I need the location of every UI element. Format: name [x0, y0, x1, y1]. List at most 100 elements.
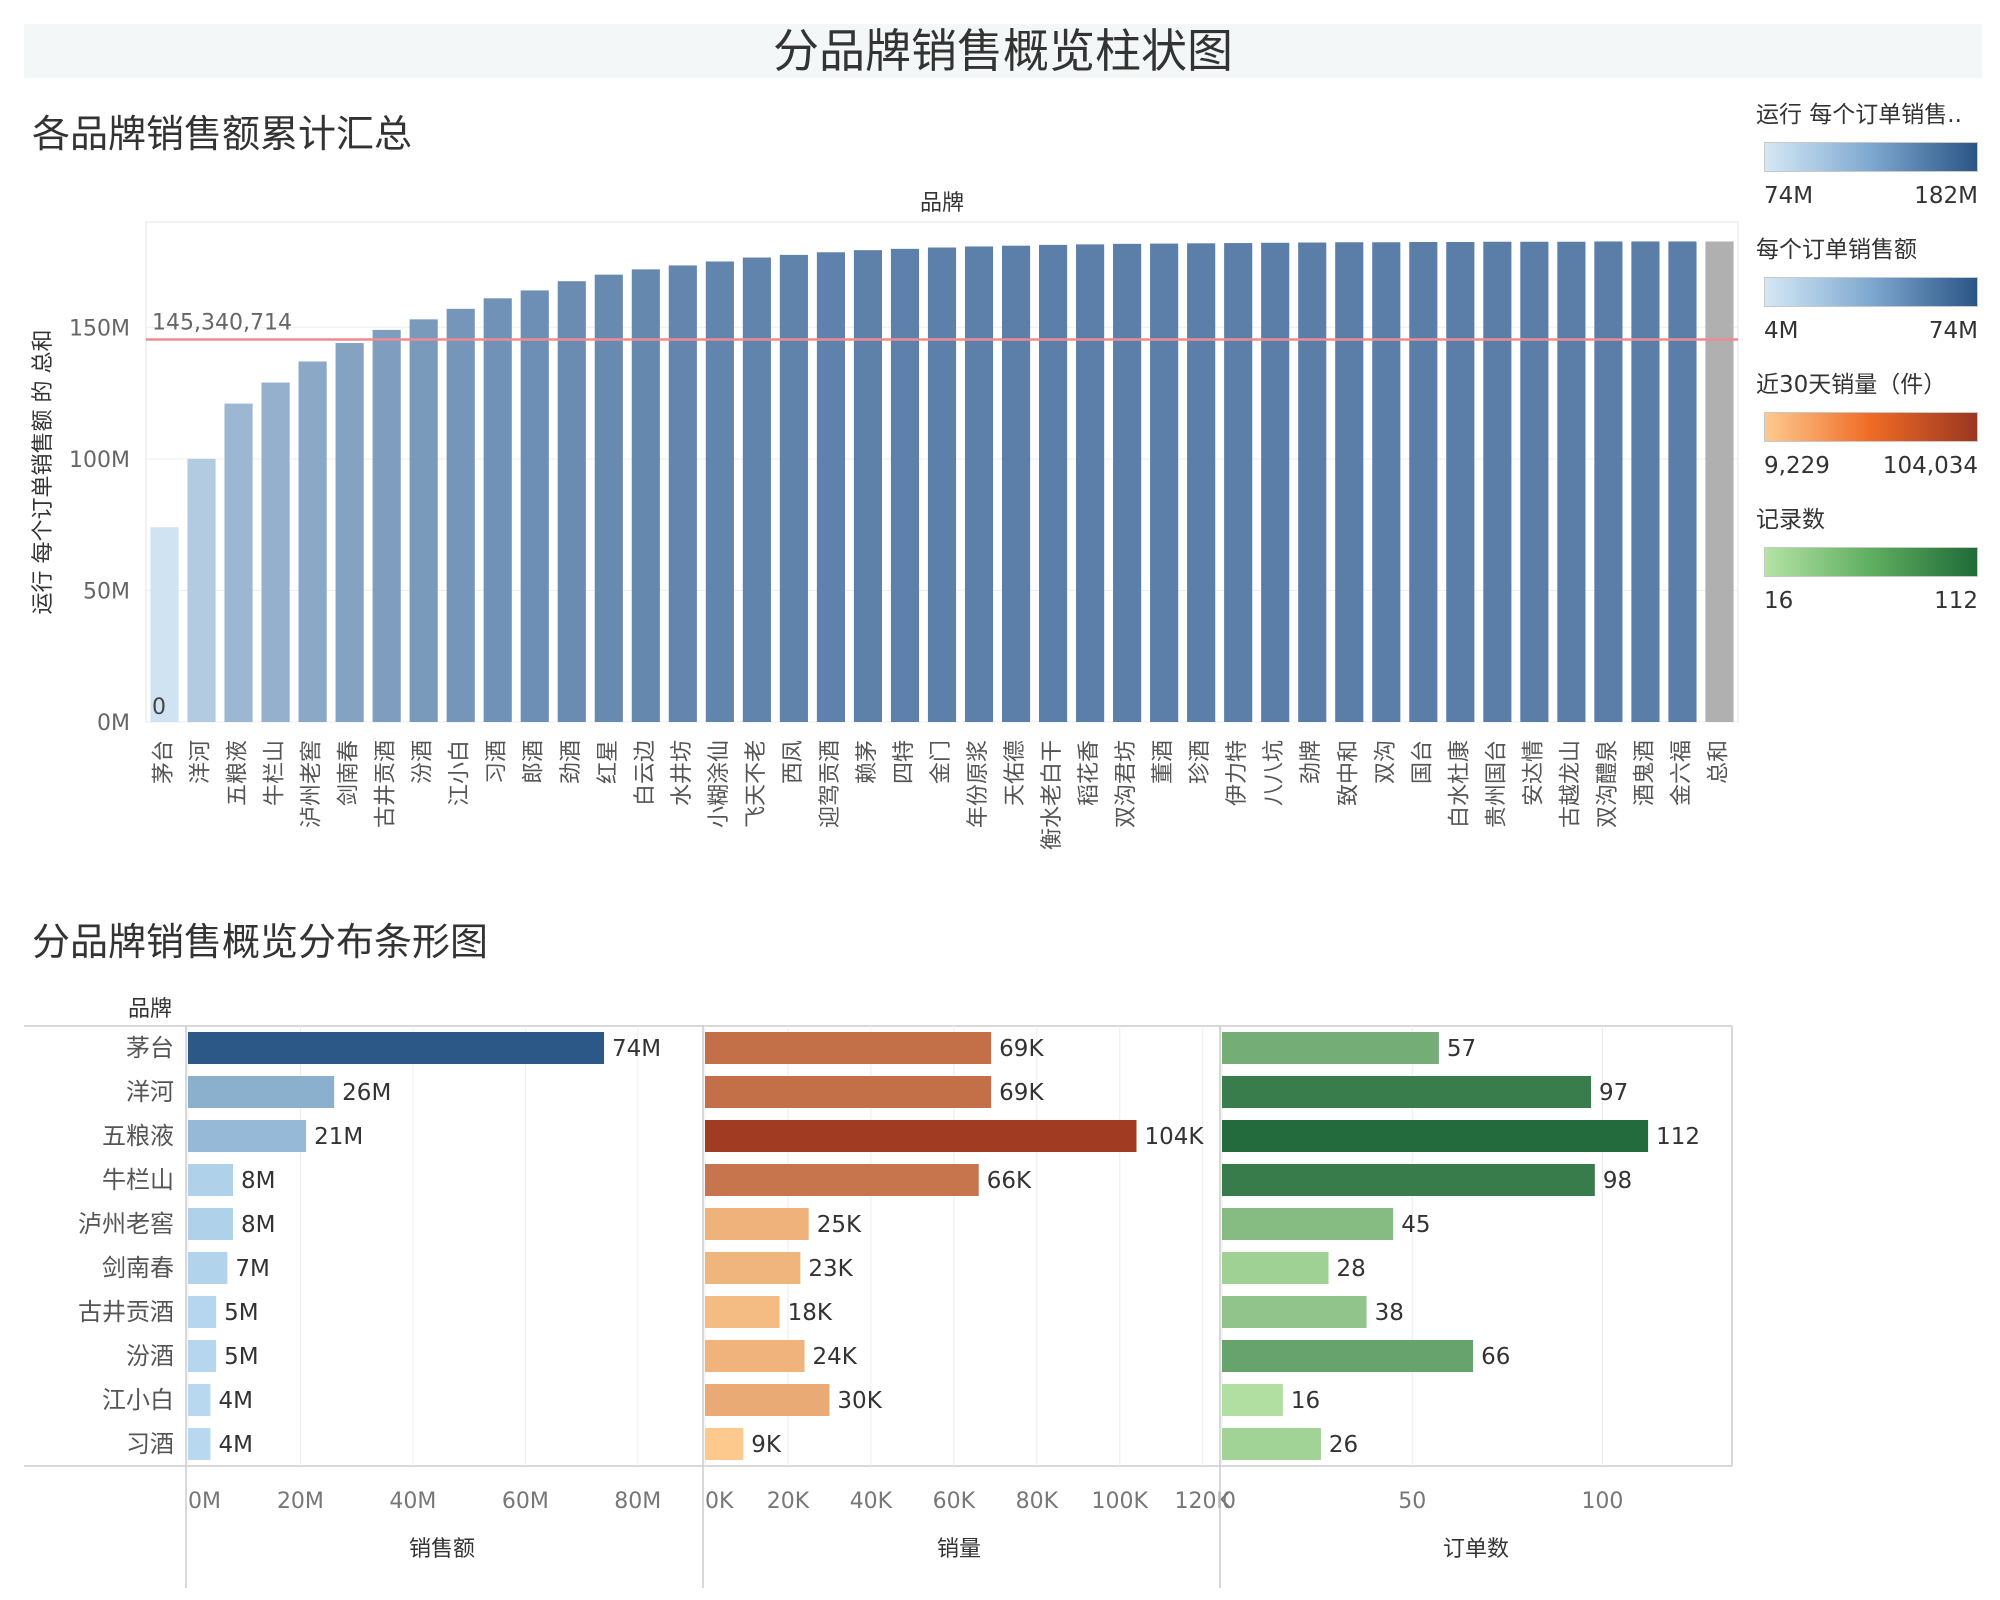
- running-total-bar[interactable]: [1113, 243, 1142, 722]
- data-bar[interactable]: [705, 1208, 809, 1240]
- running-total-bar[interactable]: [927, 247, 957, 723]
- running-total-bar[interactable]: [1705, 241, 1734, 722]
- x-axis-header: 品牌: [920, 191, 964, 216]
- legend-color-ramp: [1764, 277, 1978, 307]
- running-total-bar[interactable]: [1150, 243, 1179, 722]
- data-bar[interactable]: [705, 1340, 805, 1372]
- running-total-bar[interactable]: [298, 361, 327, 722]
- running-total-bar[interactable]: [1076, 244, 1105, 723]
- legend-block-2: 每个订单销售额 4M 74M: [1748, 235, 1988, 355]
- data-bar[interactable]: [705, 1252, 801, 1284]
- data-label: 21M: [314, 1124, 363, 1150]
- data-bar[interactable]: [705, 1032, 992, 1064]
- running-total-bar[interactable]: [779, 254, 808, 723]
- running-total-bar[interactable]: [1520, 241, 1549, 722]
- color-legends: 运行 每个订单销售.. 74M 182M 每个订单销售额 4M 74M 近30天销量（件） 9…: [1748, 100, 1988, 620]
- data-bar[interactable]: [705, 1120, 1137, 1152]
- running-total-bar[interactable]: [668, 265, 697, 722]
- row-label: 剑南春: [102, 1254, 174, 1282]
- running-total-bar[interactable]: [1298, 242, 1327, 723]
- x-tick-label: 60K: [933, 1489, 976, 1514]
- data-bar[interactable]: [1222, 1296, 1367, 1328]
- running-total-bar[interactable]: [1409, 242, 1438, 722]
- data-bar[interactable]: [1222, 1076, 1592, 1108]
- running-total-bar[interactable]: [1372, 242, 1401, 722]
- x-tick-label: 汾酒: [411, 740, 436, 784]
- data-bar[interactable]: [1222, 1384, 1283, 1416]
- running-total-bar[interactable]: [1668, 241, 1697, 722]
- data-bar[interactable]: [705, 1296, 780, 1328]
- running-total-bar[interactable]: [705, 261, 734, 722]
- running-total-bar[interactable]: [520, 290, 549, 722]
- data-label: 5M: [224, 1300, 258, 1326]
- running-total-bar[interactable]: [853, 250, 883, 722]
- running-total-bar[interactable]: [1446, 242, 1475, 722]
- data-bar[interactable]: [705, 1164, 979, 1196]
- x-tick-label: 泸州老窖: [300, 740, 325, 828]
- row-header: 品牌: [128, 997, 172, 1022]
- data-bar[interactable]: [1222, 1164, 1595, 1196]
- data-bar[interactable]: [188, 1252, 228, 1284]
- row-label: 泸州老窖: [78, 1210, 174, 1238]
- x-tick-label: 40K: [850, 1489, 893, 1514]
- data-bar[interactable]: [1222, 1120, 1649, 1152]
- data-bar[interactable]: [188, 1340, 217, 1372]
- data-bar[interactable]: [188, 1384, 211, 1416]
- data-label: 18K: [788, 1300, 833, 1326]
- row-label: 汾酒: [126, 1342, 174, 1370]
- data-bar[interactable]: [1222, 1208, 1394, 1240]
- running-total-bar[interactable]: [631, 269, 660, 722]
- y-tick-label: 0M: [97, 711, 130, 736]
- running-total-bar[interactable]: [1631, 241, 1660, 722]
- running-total-bar[interactable]: [372, 329, 401, 722]
- running-total-bar[interactable]: [1001, 245, 1031, 722]
- running-total-bar[interactable]: [964, 246, 994, 722]
- data-bar[interactable]: [1222, 1032, 1439, 1064]
- running-total-bar[interactable]: [594, 274, 623, 722]
- x-tick-label: 0: [1222, 1489, 1236, 1514]
- x-tick-label: 珍酒: [1188, 740, 1213, 784]
- data-bar[interactable]: [188, 1120, 307, 1152]
- data-bar[interactable]: [188, 1076, 335, 1108]
- data-bar[interactable]: [188, 1296, 217, 1328]
- running-total-bar[interactable]: [335, 343, 364, 722]
- x-tick-label: 年份原浆: [966, 740, 991, 828]
- data-bar[interactable]: [188, 1164, 233, 1196]
- running-total-bar[interactable]: [816, 252, 845, 722]
- data-bar[interactable]: [705, 1428, 744, 1460]
- data-bar[interactable]: [1222, 1340, 1474, 1372]
- running-total-bar[interactable]: [224, 403, 253, 722]
- running-total-bar[interactable]: [1187, 243, 1216, 722]
- data-bar[interactable]: [1222, 1428, 1321, 1460]
- running-total-bar[interactable]: [1335, 242, 1364, 722]
- x-tick-label: 郎酒: [522, 740, 547, 784]
- running-total-bar[interactable]: [483, 298, 512, 722]
- running-total-bar[interactable]: [446, 308, 475, 722]
- data-bar[interactable]: [705, 1076, 992, 1108]
- running-total-bar[interactable]: [1039, 244, 1068, 723]
- running-total-bar[interactable]: [187, 458, 216, 722]
- running-total-bar[interactable]: [150, 527, 179, 722]
- running-total-bar[interactable]: [890, 248, 920, 722]
- data-bar[interactable]: [188, 1032, 605, 1064]
- x-tick-label: 双沟君坊: [1114, 740, 1139, 828]
- running-total-bar[interactable]: [1261, 242, 1290, 722]
- data-bar[interactable]: [1222, 1252, 1329, 1284]
- running-total-bar[interactable]: [1224, 243, 1253, 723]
- x-tick-label: 120K: [1174, 1489, 1231, 1514]
- running-total-bar[interactable]: [409, 319, 438, 722]
- data-bar[interactable]: [188, 1428, 211, 1460]
- x-tick-label: 江小白: [448, 740, 473, 806]
- data-bar[interactable]: [188, 1208, 233, 1240]
- running-total-bar[interactable]: [1483, 241, 1512, 722]
- x-tick-label: 0K: [705, 1489, 734, 1514]
- running-total-bar[interactable]: [557, 281, 586, 722]
- running-total-bar[interactable]: [742, 257, 771, 722]
- running-total-bar[interactable]: [1594, 241, 1623, 722]
- running-total-bar[interactable]: [1557, 241, 1586, 722]
- data-label: 69K: [999, 1080, 1044, 1106]
- running-total-bar[interactable]: [261, 382, 290, 722]
- data-bar[interactable]: [705, 1384, 830, 1416]
